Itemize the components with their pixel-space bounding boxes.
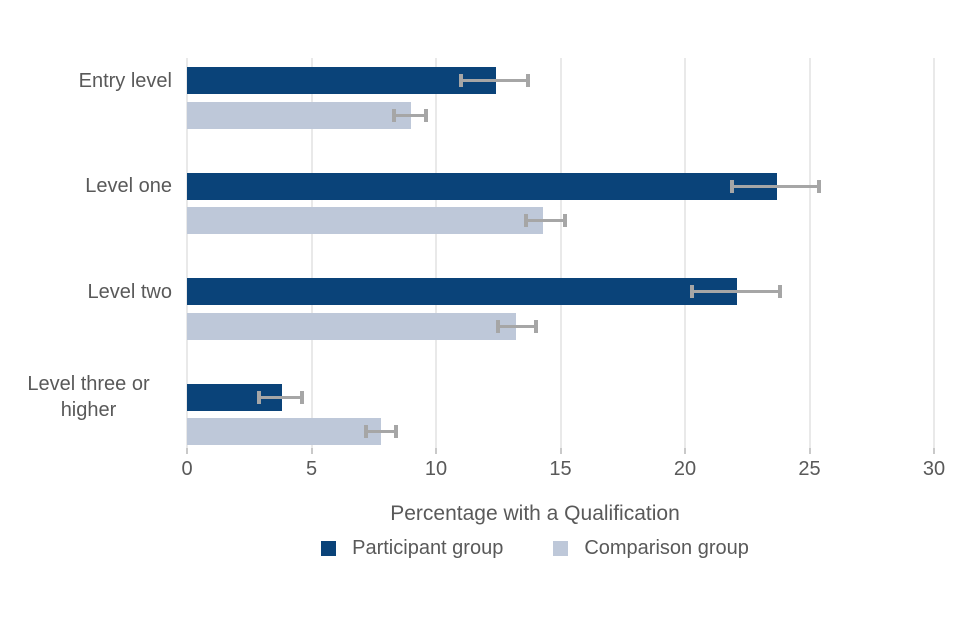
bar-participant-group-level-one (187, 172, 778, 200)
error-cap-high-comparison-group-level-one (563, 214, 568, 227)
error-bar-comparison-group-level-two (498, 324, 536, 328)
error-cap-low-participant-group-entry-level (458, 74, 463, 87)
error-cap-low-participant-group-level-two (690, 285, 695, 298)
legend-swatch-participant-icon (321, 541, 337, 556)
gridline-0 (186, 58, 188, 448)
x-tick-label-20: 20 (673, 458, 697, 480)
x-tick-5 (310, 448, 313, 454)
bar-comparison-group-level-one (187, 207, 544, 234)
error-cap-low-participant-group-level-one (730, 179, 735, 193)
gridline-20 (684, 58, 686, 448)
error-cap-high-participant-group-level-three-or-higher (299, 390, 304, 404)
legend-item-participant-group: Participant group (321, 537, 503, 560)
x-tick-0 (186, 448, 188, 454)
error-bar-participant-group-entry-level (460, 79, 529, 82)
error-bar-participant-group-level-two (692, 290, 780, 293)
error-cap-high-participant-group-level-one (817, 179, 822, 193)
error-bar-comparison-group-level-three-or-higher (366, 430, 397, 433)
bar-comparison-group-level-two (187, 312, 516, 340)
legend-label-participant-group: Participant group (352, 537, 504, 559)
error-cap-high-comparison-group-level-two (533, 319, 538, 333)
error-cap-high-comparison-group-level-three-or-higher (394, 425, 399, 438)
error-cap-low-comparison-group-level-two (496, 319, 501, 333)
x-axis-title: Percentage with a Qualification (390, 502, 680, 525)
error-cap-low-comparison-group-level-one (523, 214, 528, 227)
error-cap-high-participant-group-level-two (777, 285, 782, 298)
category-label-level-three-or-higher: Level three or higher (27, 373, 150, 421)
error-bar-comparison-group-entry-level (393, 113, 427, 117)
x-tick-20 (684, 448, 686, 454)
error-bar-comparison-group-level-one (525, 219, 566, 222)
plot-area: 0 5 10 15 20 25 30 (181, 58, 945, 480)
x-tick-10 (435, 448, 437, 454)
x-tick-label-15: 15 (549, 458, 572, 480)
error-cap-low-comparison-group-entry-level (391, 108, 396, 122)
x-tick-label-25: 25 (798, 458, 821, 480)
gridline-10 (435, 58, 437, 448)
x-tick-label-10: 10 (424, 458, 448, 480)
gridline-5 (310, 58, 313, 448)
bar-comparison-group-level-three-or-higher (187, 418, 382, 445)
error-bar-participant-group-level-one (732, 184, 820, 188)
error-cap-low-participant-group-level-three-or-higher (257, 390, 262, 404)
x-tick-25 (808, 448, 811, 454)
gridline-25 (808, 58, 811, 448)
legend: Participant group Comparison group (150, 537, 920, 560)
gridline-30 (933, 58, 935, 448)
error-cap-low-comparison-group-level-three-or-higher (364, 425, 369, 438)
error-cap-high-participant-group-entry-level (526, 74, 531, 87)
error-cap-high-comparison-group-entry-level (424, 108, 429, 122)
x-tick-15 (559, 448, 562, 454)
bar-comparison-group-entry-level (187, 101, 412, 129)
x-tick-label-5: 5 (305, 458, 318, 480)
x-tick-label-0: 0 (181, 458, 193, 480)
x-tick-label-30: 30 (922, 458, 946, 480)
bar-participant-group-level-two (187, 278, 738, 305)
legend-item-comparison-group: Comparison group (553, 537, 749, 560)
legend-swatch-comparison-icon (553, 541, 569, 556)
bar-participant-group-entry-level (187, 67, 496, 94)
legend-label-comparison-group: Comparison group (584, 537, 749, 559)
error-bar-participant-group-level-three-or-higher (259, 395, 302, 399)
category-label-level-two: Level two (87, 280, 173, 303)
x-tick-30 (933, 448, 935, 454)
category-label-level-one: Level one (85, 175, 172, 197)
gridline-15 (559, 58, 562, 448)
category-label-entry-level: Entry level (78, 69, 172, 92)
